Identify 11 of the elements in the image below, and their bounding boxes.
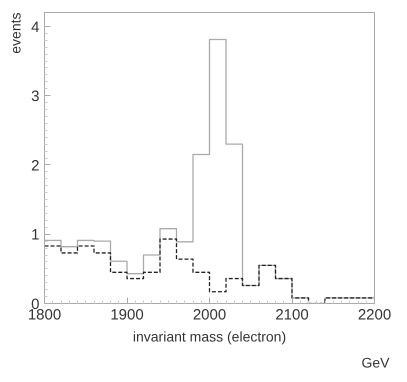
y-tick-label: 1 [31, 226, 40, 244]
text: GeV [361, 354, 390, 370]
x-tick-label: 2100 [275, 306, 309, 324]
y-tick-label: 2 [31, 157, 40, 174]
y-tick-label: 3 [31, 88, 40, 106]
x-tick-label: 2000 [192, 306, 226, 324]
x-tick-label: 2200 [358, 306, 392, 324]
y-tick-label: 4 [31, 18, 40, 36]
y-axis-title: events [8, 12, 24, 54]
x-axis-title: invariant mass (electron) [132, 328, 286, 344]
x-tick-label: 1900 [110, 306, 144, 324]
